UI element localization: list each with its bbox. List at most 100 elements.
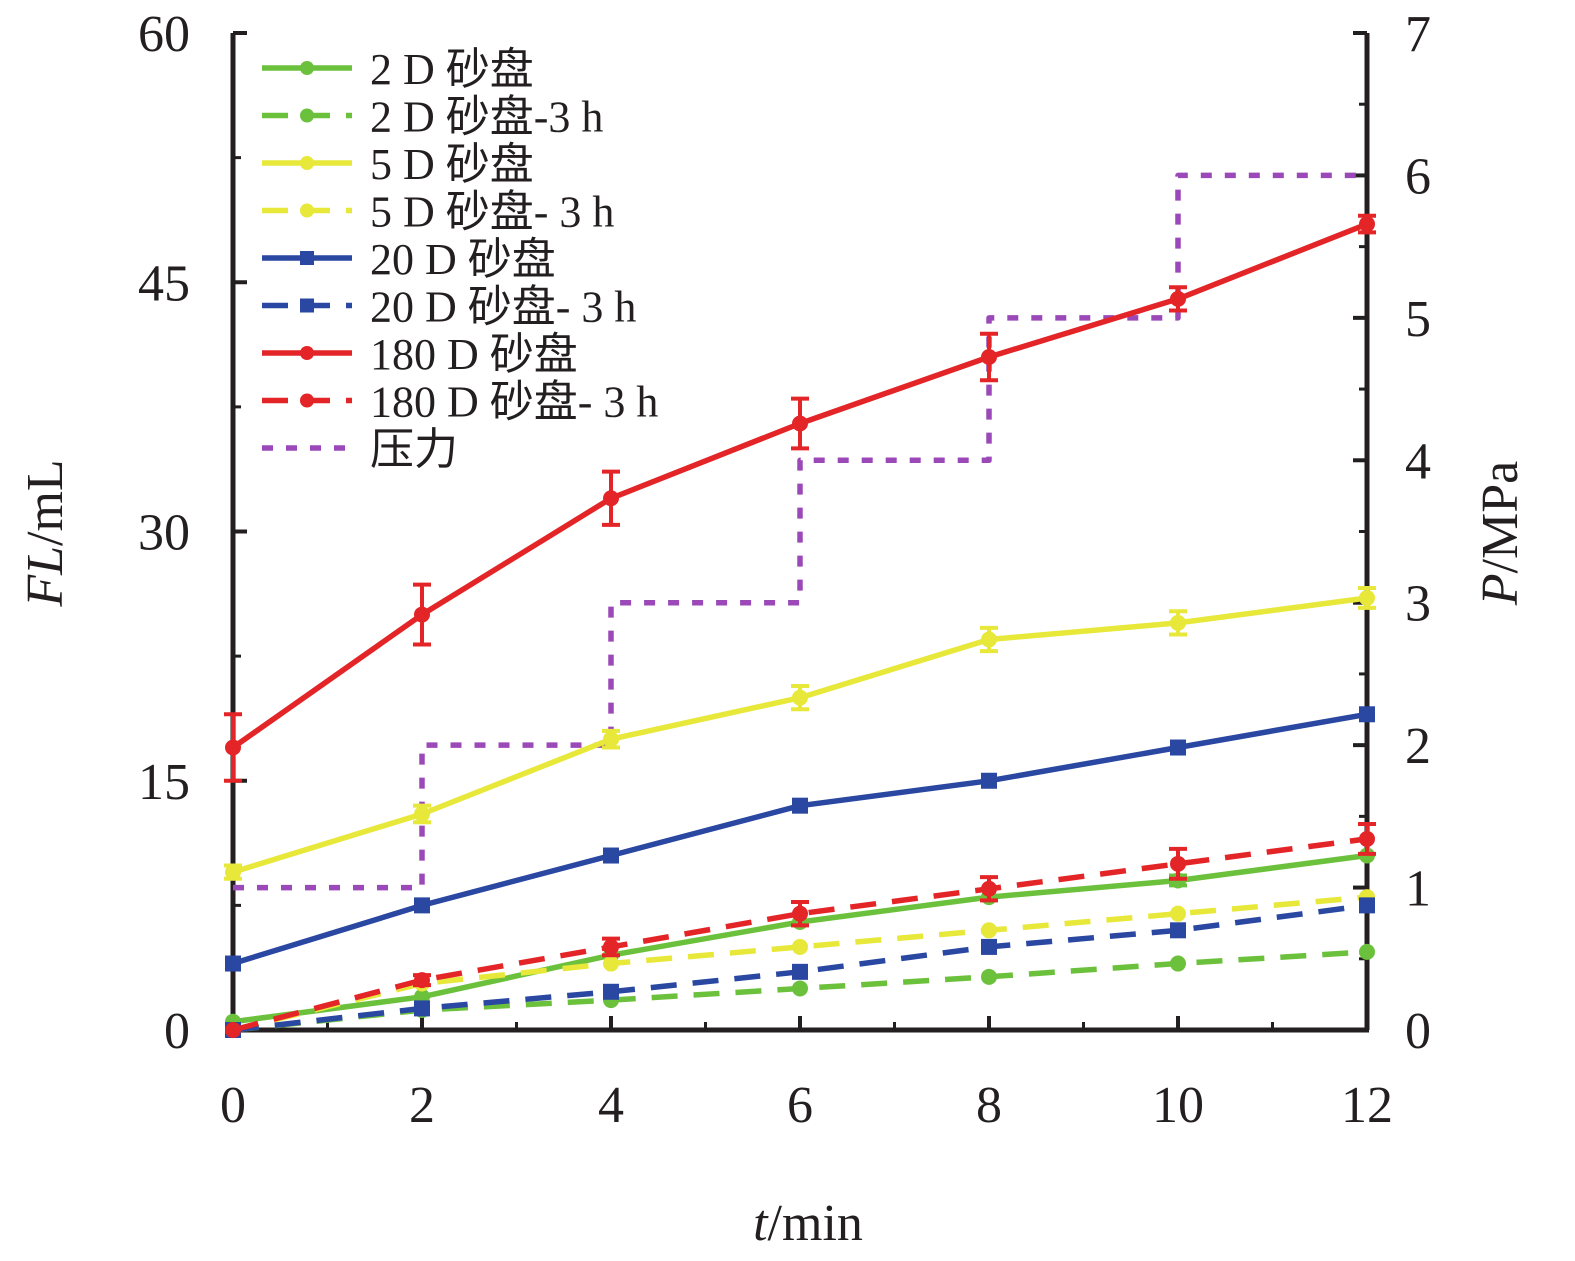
legend-item: 5 D 砂盘- 3 h [262,188,614,237]
data-point [1170,855,1186,872]
right-y-tick-label: 5 [1405,291,1431,348]
legend-label: 180 D 砂盘- 3 h [370,378,658,427]
left-y-axis-title-rest: /mL [17,459,74,546]
data-point [792,905,808,922]
legend-label: 20 D 砂盘 [370,235,556,284]
x-axis-title-rest: /min [768,1195,863,1252]
series-2 [224,585,1376,881]
legend-swatch-marker [300,203,314,218]
legend-label: 20 D 砂盘- 3 h [370,283,636,332]
series-line [232,595,1368,875]
data-point [1170,739,1186,756]
right-y-axis-title-italic: P [1472,573,1529,606]
legend: 2 D 砂盘2 D 砂盘-3 h5 D 砂盘5 D 砂盘- 3 h20 D 砂盘… [262,45,658,474]
data-point [603,938,619,955]
series-layer [224,172,1376,1038]
right-y-axis-title-rest: /MPa [1472,461,1529,574]
series-0 [225,847,1375,1030]
data-point [414,1000,430,1017]
data-point [1359,943,1375,960]
legend-swatch-marker [300,393,314,408]
data-point [1170,955,1186,972]
right-y-tick-label: 2 [1405,718,1431,775]
right-y-tick-label: 3 [1405,576,1431,633]
data-point [1170,905,1186,922]
data-point [603,847,619,864]
legend-item: 180 D 砂盘 [262,330,578,379]
x-tick-label: 2 [409,1077,435,1134]
legend-item: 2 D 砂盘-3 h [262,93,603,142]
x-tick-label: 12 [1341,1077,1393,1134]
series-line [232,852,1368,1025]
data-point [414,972,430,989]
data-point [981,349,997,366]
data-point [1359,216,1375,233]
legend-label: 2 D 砂盘-3 h [370,93,603,142]
right-y-axis-title: P/MPa [1472,461,1529,606]
legend-swatch-marker [300,298,314,313]
data-point [792,797,808,814]
data-point [981,880,997,897]
data-point [414,805,430,822]
data-point [981,631,997,648]
legend-label: 5 D 砂盘 [370,140,534,189]
data-point [1170,922,1186,939]
data-point [603,955,619,972]
legend-item: 2 D 砂盘 [262,45,534,94]
x-tick-label: 4 [598,1077,624,1134]
legend-label: 压力 [370,425,458,474]
data-point [792,689,808,706]
data-point [225,955,241,972]
series-6 [224,213,1376,783]
left-y-tick-label: 0 [164,1003,190,1060]
x-tick-label: 10 [1152,1077,1204,1134]
legend-swatch-marker [300,156,314,170]
data-point [981,922,997,939]
left-y-tick-label: 30 [138,505,190,562]
legend-item: 压力 [262,425,458,474]
data-point [981,772,997,789]
data-point [792,938,808,955]
legend-item: 20 D 砂盘 [262,235,556,284]
legend-label: 180 D 砂盘 [370,330,578,379]
data-point [225,739,241,756]
right-y-tick-label: 6 [1405,148,1431,205]
data-point [414,897,430,914]
data-point [225,864,241,881]
data-point [1359,897,1375,914]
legend-item: 180 D 砂盘- 3 h [262,378,658,427]
right-y-tick-label: 7 [1405,6,1431,63]
legend-swatch-marker [300,251,314,265]
right-y-tick-label: 0 [1405,1003,1431,1060]
legend-swatch-marker [300,108,314,123]
data-point [981,968,997,985]
legend-swatch-marker [300,346,314,360]
data-point [603,490,619,507]
legend-swatch-marker [300,61,314,75]
data-point [225,1022,241,1038]
right-y-tick-label: 4 [1405,433,1431,490]
x-tick-label: 6 [787,1077,813,1134]
series-5 [225,897,1375,1038]
left-y-axis-title-italic: FL [17,546,74,608]
legend-item: 5 D 砂盘 [262,140,534,189]
series-4 [225,706,1375,972]
data-point [603,731,619,748]
x-tick-label: 0 [220,1077,246,1134]
x-axis-title-italic: t [753,1195,769,1252]
data-point [414,606,430,623]
data-point [1170,614,1186,631]
data-point [1359,706,1375,723]
x-axis-title: t/min [753,1195,863,1252]
legend-item: 20 D 砂盘- 3 h [262,283,636,332]
left-y-tick-label: 60 [138,6,190,63]
data-point [981,938,997,955]
left-y-tick-label: 45 [138,255,190,312]
data-point [792,415,808,432]
legend-label: 5 D 砂盘- 3 h [370,188,614,237]
data-point [1359,589,1375,606]
right-y-tick-label: 1 [1405,861,1431,918]
data-point [792,963,808,980]
